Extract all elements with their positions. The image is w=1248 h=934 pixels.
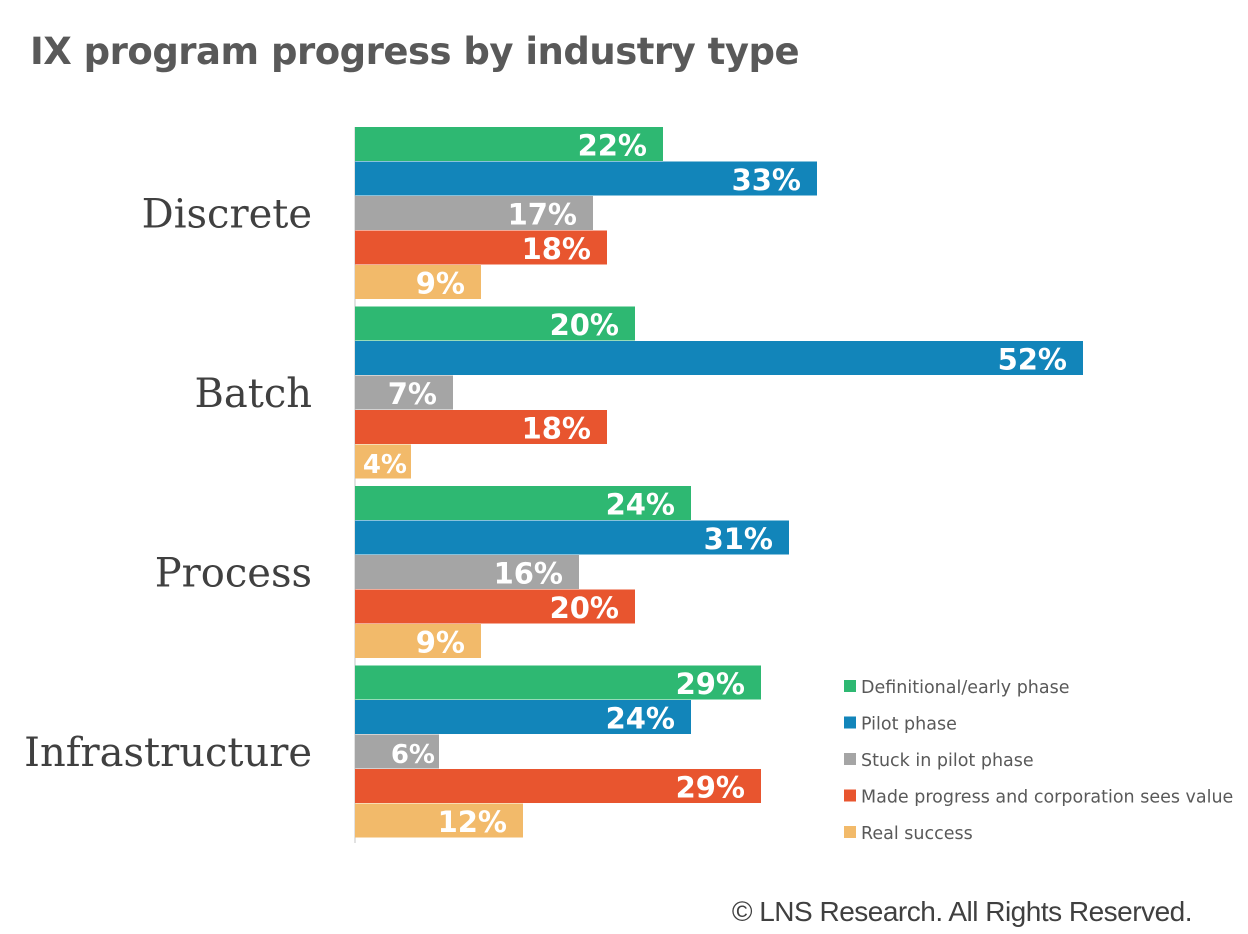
bar: [355, 803, 523, 838]
bar: [355, 555, 579, 589]
bar-value-label: 7%: [388, 377, 437, 411]
legend-swatch: [844, 789, 856, 802]
bar: [355, 486, 691, 520]
legend-swatch: [844, 826, 856, 838]
bar: [355, 127, 663, 161]
category-label: Infrastructure: [24, 730, 312, 776]
bar-value-label: 31%: [704, 522, 773, 556]
bar: [355, 341, 1083, 375]
bar-value-label: 29%: [676, 667, 745, 701]
bar: [355, 306, 635, 341]
bar-value-label: 9%: [416, 266, 465, 300]
bar: [355, 410, 607, 444]
legend-swatch: [844, 680, 856, 692]
bar-value-label: 12%: [438, 805, 507, 839]
bar-value-label: 20%: [550, 308, 619, 342]
chart-title: IX program progress by industry type: [30, 30, 800, 73]
bar-value-label: 24%: [606, 701, 675, 735]
bar: [355, 700, 691, 734]
legend-label: Real success: [861, 824, 973, 844]
legend-label: Pilot phase: [861, 715, 957, 735]
bar-value-label: 33%: [732, 163, 801, 197]
copyright-notice: © LNS Research. All Rights Reserved.: [731, 896, 1193, 927]
bar-value-label: 6%: [391, 740, 435, 770]
legend-label: Made progress and corporation sees value: [861, 788, 1233, 808]
bar: [355, 734, 439, 769]
category-label: Process: [155, 550, 312, 596]
bar-value-label: 4%: [363, 450, 407, 480]
bar: [355, 665, 761, 700]
bar-value-label: 22%: [578, 128, 647, 162]
legend-label: Stuck in pilot phase: [861, 751, 1034, 771]
bar: [355, 196, 593, 230]
bar-value-label: 20%: [550, 591, 619, 625]
category-label: Batch: [195, 371, 312, 417]
bar: [355, 265, 481, 299]
bar-value-label: 17%: [508, 197, 577, 231]
bar: [355, 444, 411, 479]
bar: [355, 161, 817, 196]
bar-value-label: 18%: [522, 411, 591, 445]
bar-value-label: 9%: [416, 625, 465, 659]
legend-swatch: [844, 753, 856, 765]
bar: [355, 624, 481, 658]
bar-value-label: 52%: [998, 342, 1067, 376]
bar-value-label: 24%: [606, 487, 675, 521]
category-label: Discrete: [142, 191, 312, 237]
bar: [355, 769, 761, 803]
bar: [355, 589, 635, 624]
legend-label: Definitional/early phase: [861, 678, 1070, 698]
bar-value-label: 29%: [676, 770, 745, 804]
legend-swatch: [844, 716, 856, 729]
bar-value-label: 18%: [522, 232, 591, 266]
bar: [355, 520, 789, 555]
bar: [355, 230, 607, 265]
bar: [355, 375, 453, 410]
bar-value-label: 16%: [494, 556, 563, 590]
